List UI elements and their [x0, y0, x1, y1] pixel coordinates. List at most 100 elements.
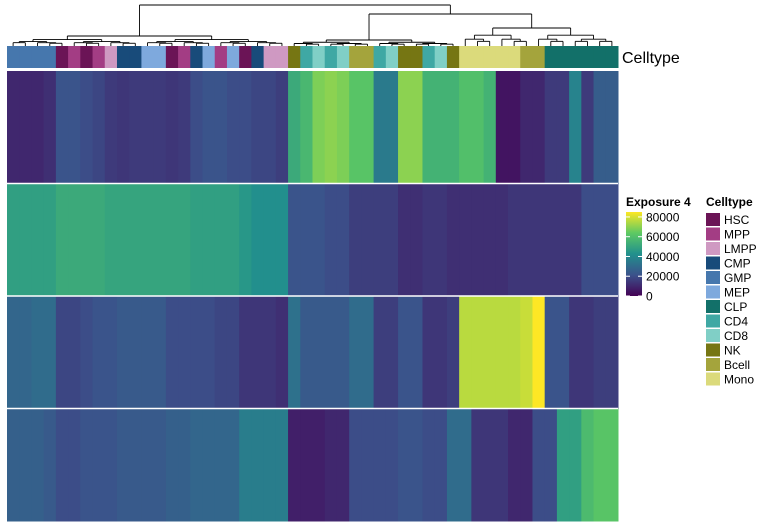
heatmap-cell [544, 71, 558, 184]
heatmap-cell [459, 408, 472, 522]
heatmap-cell [178, 183, 191, 297]
heatmap-cell [434, 296, 448, 409]
heatmap-cell [508, 183, 521, 297]
heatmap-cell [605, 71, 619, 184]
celltype-legend-label: LMPP [724, 242, 757, 256]
celltype-legend-title: Celltype [706, 195, 753, 209]
heatmap-cell [544, 408, 558, 522]
colorbar-tick-label: 80000 [646, 210, 680, 224]
annotation-cell [324, 46, 338, 68]
heatmap-cell [43, 296, 57, 409]
heatmap-cell [385, 408, 399, 522]
heatmap-cell [520, 296, 533, 409]
celltype-swatch [706, 242, 720, 255]
heatmap-cell [446, 183, 460, 297]
exposure-legend-title: Exposure 4 [626, 195, 691, 209]
heatmap-cell [178, 408, 191, 522]
heatmap-cell [581, 296, 595, 409]
heatmap-cell [202, 183, 216, 297]
heatmap-cell [300, 408, 313, 522]
heatmap-cell [398, 71, 411, 184]
heatmap-cell [410, 408, 423, 522]
heatmap-cell [251, 183, 265, 297]
heatmap-cell [520, 71, 533, 184]
annotation-cell [300, 46, 313, 68]
celltype-annotation-bar [7, 46, 619, 68]
heatmap-cell [104, 71, 118, 184]
heatmap-cell [483, 71, 497, 184]
celltype-legend-label: MPP [724, 228, 750, 242]
heatmap-cell [7, 71, 20, 184]
heatmap-cell [544, 183, 558, 297]
annotation-cell [434, 46, 448, 68]
heatmap-cell [104, 183, 118, 297]
annotation-cell [446, 46, 460, 68]
heatmap-cell [459, 183, 472, 297]
heatmap-cell [434, 408, 448, 522]
annotation-cell [349, 46, 362, 68]
heatmap-cell [178, 296, 191, 409]
annotation-cell [7, 46, 20, 68]
heatmap-cell [104, 296, 118, 409]
celltype-swatch [706, 314, 720, 328]
heatmap-cell [324, 408, 338, 522]
heatmap-cell [495, 183, 509, 297]
annotation-cell [80, 46, 94, 68]
heatmap-cell [324, 296, 338, 409]
heatmap-cell [422, 183, 436, 297]
heatmap-cell [31, 71, 45, 184]
annotation-cell [410, 46, 423, 68]
annotation-cell [153, 46, 167, 68]
heatmap-cell [569, 71, 582, 184]
heatmap-cell [446, 408, 460, 522]
annotation-cell [605, 46, 619, 68]
heatmap-cell [508, 408, 521, 522]
heatmap-cell [312, 71, 326, 184]
heatmap-cell [312, 296, 326, 409]
heatmap-cell [263, 408, 277, 522]
heatmap-cell [178, 71, 191, 184]
heatmap-cell [446, 296, 460, 409]
annotation-cell [141, 46, 155, 68]
heatmap-cell [349, 296, 362, 409]
heatmap-cell [471, 296, 485, 409]
heatmap-cell [263, 296, 277, 409]
heatmap-cell [373, 296, 387, 409]
celltype-swatch [706, 343, 720, 357]
heatmap-cell [336, 183, 350, 297]
heatmap-cell [190, 408, 204, 522]
heatmap-cell [361, 183, 375, 297]
celltype-swatch [706, 300, 720, 313]
heatmap-cell [569, 183, 582, 297]
heatmap-cell [275, 296, 289, 409]
heatmap-cell [116, 408, 130, 522]
celltype-legend: Celltype HSCMPPLMPPCMPGMPMEPCLPCD4CD8NKB… [706, 195, 757, 387]
heatmap-cell [104, 408, 118, 522]
annotation-cell [483, 46, 497, 68]
heatmap-cell [349, 408, 362, 522]
heatmap-cell [141, 296, 155, 409]
heatmap-cell [300, 296, 313, 409]
heatmap-cell [288, 183, 301, 297]
heatmap-cell [19, 408, 32, 522]
heatmap-cell [80, 71, 94, 184]
heatmap-cell [153, 183, 167, 297]
celltype-swatch [706, 213, 720, 226]
heatmap-cell [593, 408, 607, 522]
heatmap-cell [275, 183, 289, 297]
heatmap-cell [165, 408, 179, 522]
heatmap-cell [593, 71, 607, 184]
heatmap-cell [410, 183, 423, 297]
heatmap-cell [569, 296, 582, 409]
heatmap-cell [336, 71, 350, 184]
heatmap-cell [251, 71, 265, 184]
heatmap-cell [520, 408, 533, 522]
celltype-legend-label: MEP [724, 286, 750, 300]
heatmap-cell [68, 71, 81, 184]
heatmap-cell [483, 183, 497, 297]
heatmap-cell [434, 71, 448, 184]
celltype-legend-label: HSC [724, 213, 750, 227]
heatmap-cell [532, 71, 546, 184]
heatmap-cell [251, 296, 265, 409]
heatmap-cell [385, 183, 399, 297]
